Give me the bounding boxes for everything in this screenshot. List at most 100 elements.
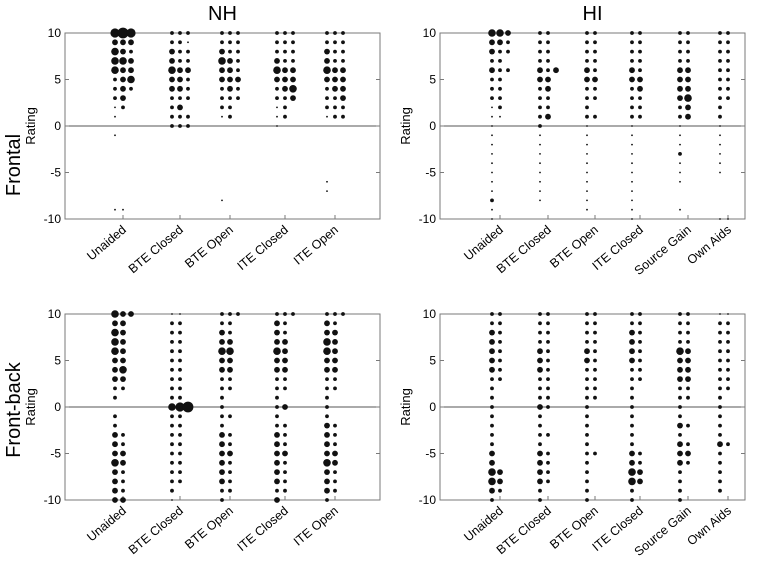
data-point <box>686 423 690 428</box>
data-point <box>113 423 117 428</box>
data-point <box>679 143 681 146</box>
data-point <box>170 330 174 335</box>
data-point <box>111 347 119 356</box>
data-point <box>219 366 225 373</box>
data-point <box>220 321 224 326</box>
data-point <box>120 311 126 317</box>
data-point <box>685 366 691 373</box>
data-point <box>726 442 730 447</box>
y-tick-label: -10 <box>419 212 437 226</box>
data-point <box>220 386 224 391</box>
data-point <box>170 433 174 437</box>
data-point <box>726 96 730 100</box>
data-point <box>538 340 542 344</box>
data-point <box>289 85 297 93</box>
data-point <box>220 86 224 91</box>
data-point <box>630 442 634 447</box>
data-point <box>685 348 691 355</box>
data-point <box>341 59 345 63</box>
data-point <box>325 405 329 409</box>
data-point <box>497 469 503 475</box>
data-point <box>121 479 125 484</box>
data-point <box>276 106 278 109</box>
data-point <box>177 76 183 83</box>
data-point <box>120 450 126 457</box>
data-point <box>719 143 721 146</box>
data-point <box>341 40 345 45</box>
data-point <box>585 451 589 456</box>
data-point <box>545 85 551 92</box>
data-point <box>538 423 542 428</box>
data-point <box>490 312 494 316</box>
x-tick-label: ITE Closed <box>235 504 291 554</box>
data-point <box>538 377 542 381</box>
data-point <box>586 180 588 183</box>
data-point <box>220 105 224 110</box>
data-point <box>498 96 502 100</box>
data-point <box>546 68 550 73</box>
data-point <box>586 208 588 211</box>
data-point <box>178 442 182 447</box>
data-point <box>170 470 174 474</box>
data-point <box>593 321 597 326</box>
data-point <box>169 48 175 55</box>
data-point <box>585 377 589 381</box>
data-point <box>686 321 690 326</box>
data-point <box>718 86 722 91</box>
data-point <box>538 114 542 119</box>
data-point <box>128 39 134 46</box>
data-point <box>678 330 682 335</box>
data-point <box>283 377 287 381</box>
data-point <box>228 488 232 493</box>
y-tick-label: 0 <box>429 119 436 133</box>
data-point <box>491 125 493 127</box>
data-point <box>276 125 278 127</box>
data-point <box>586 134 588 137</box>
data-point <box>219 432 225 438</box>
data-point <box>332 366 338 373</box>
data-point <box>177 104 183 111</box>
data-point <box>219 67 225 74</box>
data-point <box>219 441 225 448</box>
data-point <box>324 432 330 438</box>
data-point <box>498 105 502 110</box>
data-point <box>112 441 118 448</box>
y-axis-label: Rating <box>398 107 413 145</box>
data-point <box>585 479 589 484</box>
data-point <box>538 442 542 447</box>
data-point <box>630 96 634 100</box>
data-point <box>638 460 642 465</box>
data-point <box>593 330 597 335</box>
data-point <box>228 96 232 100</box>
data-point <box>539 162 541 165</box>
data-point <box>282 85 288 92</box>
data-point <box>178 49 182 54</box>
data-point <box>282 366 288 373</box>
data-point <box>111 57 119 65</box>
data-point <box>490 442 494 447</box>
data-point <box>718 330 722 335</box>
data-point <box>678 49 682 54</box>
data-point <box>275 414 279 419</box>
data-point <box>341 114 345 119</box>
data-point <box>679 171 681 174</box>
x-tick-label: Own Aids <box>684 504 733 549</box>
data-point <box>638 330 642 335</box>
data-point <box>219 450 225 457</box>
data-point <box>170 105 174 110</box>
data-point <box>490 198 494 203</box>
data-point <box>593 40 597 45</box>
data-point <box>490 395 494 400</box>
data-point <box>638 349 642 354</box>
data-point <box>491 190 493 193</box>
data-point <box>631 208 633 211</box>
y-tick-label: 0 <box>54 400 61 414</box>
data-point <box>323 66 331 74</box>
data-point <box>498 349 502 354</box>
data-point <box>585 414 589 419</box>
data-point <box>678 433 682 437</box>
data-point <box>630 395 634 400</box>
data-point <box>273 347 281 356</box>
